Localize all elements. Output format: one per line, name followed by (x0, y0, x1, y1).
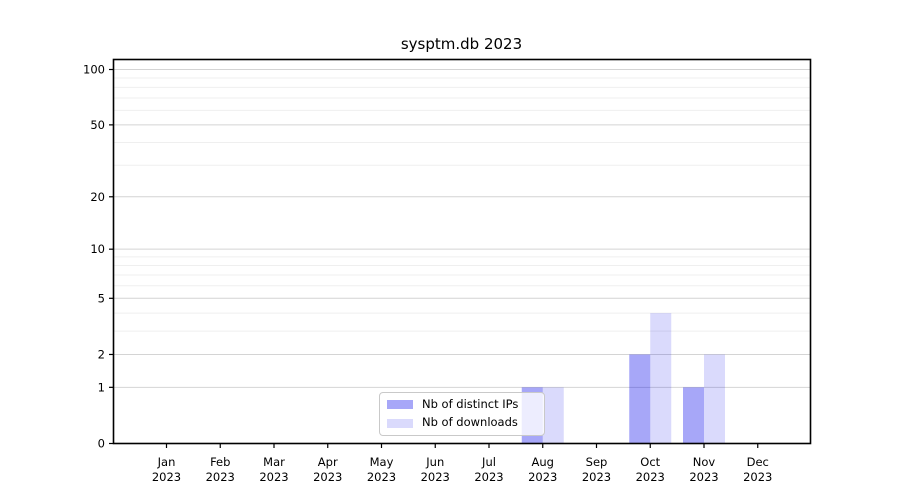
x-tick-label-month: Apr (318, 455, 338, 469)
plot-frame (112, 58, 812, 445)
y-tick-label: 5 (98, 291, 105, 305)
x-tick-label-month: Oct (640, 455, 660, 469)
legend-label-downloads: Nb of downloads (422, 415, 518, 430)
x-tick-label-month: Jul (481, 455, 496, 469)
legend-swatch-distinct-ips-icon (387, 400, 413, 410)
x-tick-label-year: 2023 (206, 470, 235, 484)
x-tick-label-year: 2023 (474, 470, 503, 484)
chart-title: sysptm.db 2023 (400, 35, 523, 53)
x-tick-label-year: 2023 (743, 470, 772, 484)
x-tick-label-month: Nov (693, 455, 716, 469)
x-tick-label-month: Aug (532, 455, 554, 469)
y-tick-label: 0 (98, 437, 105, 451)
y-tick-label: 1 (98, 380, 105, 394)
x-tick-label-year: 2023 (367, 470, 396, 484)
x-tick-label-month: Mar (263, 455, 285, 469)
y-tick-label: 10 (90, 242, 105, 256)
x-tick-label-month: Dec (747, 455, 769, 469)
bar-oct-downloads (650, 313, 672, 444)
y-tick-label: 20 (90, 190, 105, 204)
y-tick-label: 2 (98, 347, 105, 361)
x-tick-label-month: Sep (586, 455, 608, 469)
bar-nov-downloads (704, 354, 725, 444)
bar-aug-downloads (542, 387, 564, 444)
y-tick-label: 50 (90, 118, 105, 132)
x-tick-label-month: May (370, 455, 394, 469)
legend-label-distinct-ips: Nb of distinct IPs (422, 397, 519, 411)
x-tick-label-month: Jan (157, 455, 176, 469)
bar-nov-distinct-ips (683, 387, 704, 444)
legend-swatch-downloads-icon (387, 418, 413, 428)
legend-item-downloads: Nb of downloads (387, 415, 536, 430)
bar-oct-distinct-ips (629, 354, 651, 444)
x-tick-label-year: 2023 (421, 470, 450, 484)
x-tick-label-year: 2023 (313, 470, 342, 484)
x-tick-label-year: 2023 (636, 470, 665, 484)
legend: Nb of distinct IPs Nb of downloads (379, 392, 545, 436)
x-tick-label-year: 2023 (259, 470, 288, 484)
x-tick-label-year: 2023 (582, 470, 611, 484)
legend-item-distinct-ips: Nb of distinct IPs (387, 397, 536, 412)
x-tick-label-year: 2023 (528, 470, 557, 484)
x-tick-label-year: 2023 (689, 470, 718, 484)
y-tick-label: 100 (83, 63, 105, 77)
x-tick-label-year: 2023 (152, 470, 181, 484)
x-tick-label-month: Jun (425, 455, 444, 469)
x-tick-label-month: Feb (210, 455, 230, 469)
